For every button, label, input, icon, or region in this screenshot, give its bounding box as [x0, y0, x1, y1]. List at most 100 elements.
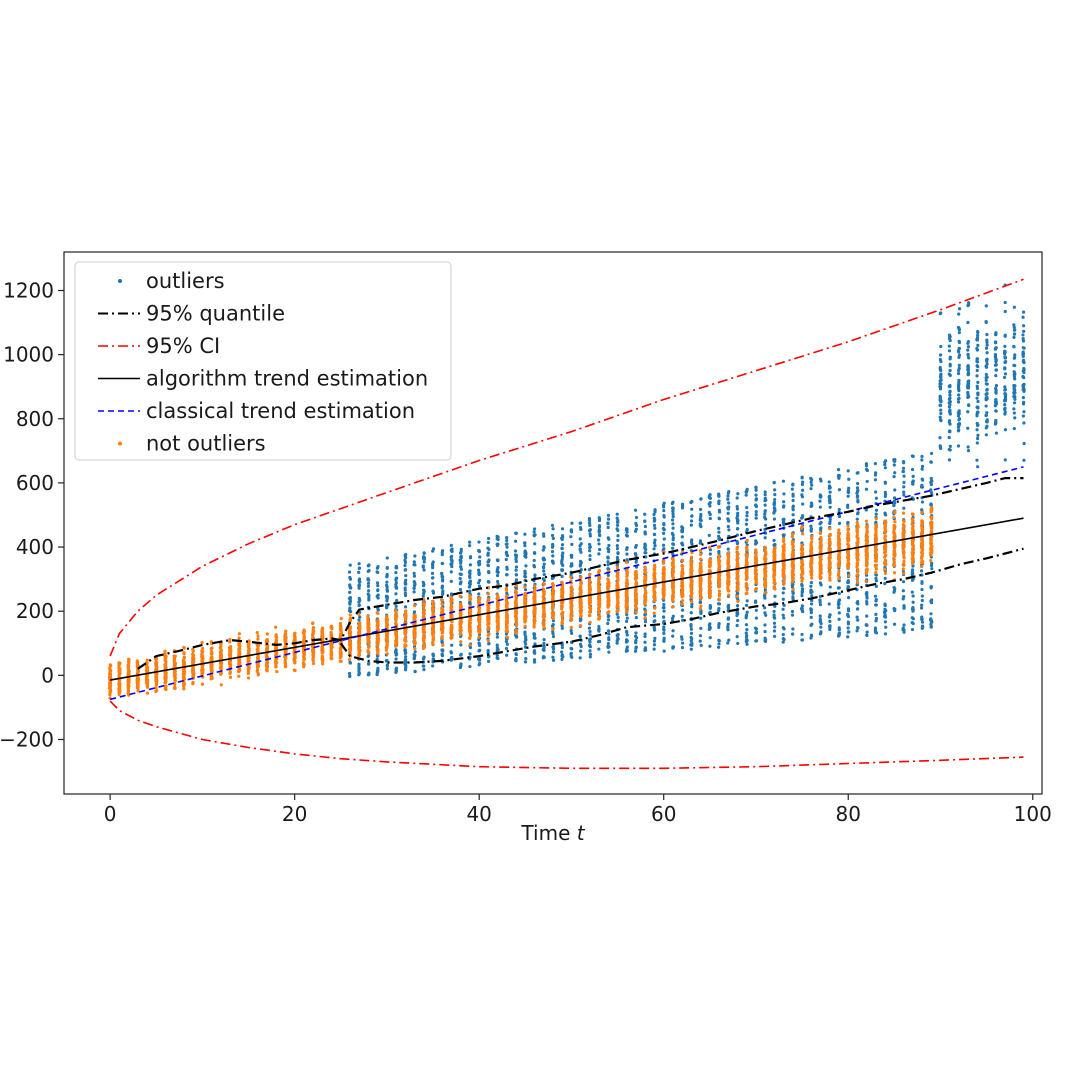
outlier-point — [708, 512, 712, 517]
outlier-point — [948, 385, 952, 389]
outlier-point — [938, 366, 942, 371]
outlier-point — [938, 353, 943, 357]
inlier-point — [283, 663, 288, 667]
outlier-point — [773, 497, 777, 502]
outlier-point — [883, 582, 887, 586]
outlier-point — [625, 552, 629, 556]
outlier-point — [1022, 366, 1026, 371]
inlier-point — [394, 617, 398, 621]
outlier-point — [413, 654, 417, 658]
outlier-point — [957, 355, 961, 359]
outlier-point — [394, 571, 398, 575]
inlier-point — [219, 671, 223, 675]
outlier-point — [920, 483, 924, 487]
inlier-point — [145, 691, 150, 695]
outlier-point — [597, 552, 601, 556]
outlier-point — [736, 492, 740, 496]
outlier-point — [643, 543, 647, 548]
inlier-point — [136, 683, 140, 687]
inlier-point — [366, 639, 371, 643]
outlier-point — [550, 624, 555, 628]
outlier-point — [901, 459, 906, 464]
inlier-point — [403, 635, 408, 640]
outlier-point — [597, 518, 602, 523]
outlier-point — [717, 623, 721, 627]
outlier-point — [634, 645, 638, 649]
outlier-point — [348, 610, 353, 614]
outlier-point — [542, 645, 546, 649]
outlier-point — [947, 420, 951, 424]
outlier-point — [819, 625, 823, 629]
inlier-point — [173, 654, 177, 658]
outlier-point — [662, 649, 666, 653]
outlier-point — [505, 552, 509, 556]
outlier-point — [467, 581, 472, 585]
outlier-point — [809, 524, 813, 528]
outlier-point — [505, 642, 509, 646]
outlier-point — [827, 615, 831, 619]
outlier-point — [440, 640, 444, 645]
outlier-point — [865, 467, 869, 471]
inlier-point — [200, 664, 205, 668]
outlier-point — [782, 637, 786, 642]
outlier-point — [810, 622, 814, 626]
outlier-point — [864, 592, 868, 596]
outlier-point — [736, 618, 740, 623]
outlier-point — [1013, 397, 1017, 401]
outlier-point — [957, 339, 961, 344]
outlier-point — [532, 558, 536, 563]
outlier-point — [708, 644, 712, 648]
outlier-point — [579, 521, 583, 525]
outlier-point — [615, 555, 620, 560]
outlier-point — [699, 626, 703, 630]
outlier-point — [607, 547, 611, 551]
outlier-point — [689, 519, 694, 523]
outlier-point — [459, 547, 463, 551]
inlier-point — [338, 624, 342, 628]
outlier-point — [966, 373, 970, 377]
outlier-point — [550, 523, 555, 528]
outlier-point — [956, 387, 961, 391]
outlier-point — [947, 344, 951, 348]
inlier-point — [228, 653, 232, 657]
inlier-point — [412, 622, 416, 626]
outlier-point — [616, 534, 620, 538]
outlier-point — [938, 436, 942, 440]
outlier-point — [653, 526, 657, 530]
outlier-point — [505, 653, 509, 657]
outlier-point — [994, 421, 998, 425]
outlier-point — [856, 498, 860, 503]
outlier-point — [450, 643, 454, 647]
outlier-point — [920, 603, 924, 607]
inlier-point — [182, 687, 186, 691]
outlier-point — [781, 533, 785, 537]
outlier-point — [1022, 400, 1026, 404]
inlier-point — [367, 645, 371, 649]
inlier-point — [265, 664, 269, 668]
outlier-point — [717, 625, 721, 629]
outlier-point — [985, 351, 989, 355]
outlier-point — [505, 573, 509, 577]
outlier-point — [763, 588, 767, 592]
outlier-point — [975, 441, 979, 445]
outlier-point — [569, 629, 573, 633]
outlier-point — [542, 637, 546, 642]
outlier-point — [837, 628, 841, 632]
outlier-point — [662, 505, 666, 509]
inlier-point — [126, 669, 131, 673]
outlier-point — [975, 338, 980, 342]
outlier-point — [598, 533, 602, 538]
outlier-point — [957, 307, 962, 311]
outlier-point — [902, 480, 906, 485]
outlier-point — [523, 544, 527, 548]
outlier-point — [487, 642, 491, 646]
outlier-point — [957, 428, 961, 432]
inlier-point — [145, 666, 149, 670]
outlier-point — [681, 641, 685, 645]
inlier-point — [228, 671, 232, 675]
outlier-point — [836, 468, 841, 472]
outlier-point — [698, 600, 703, 604]
outlier-point — [707, 627, 711, 631]
outlier-point — [1012, 305, 1016, 309]
inlier-point — [330, 627, 334, 631]
